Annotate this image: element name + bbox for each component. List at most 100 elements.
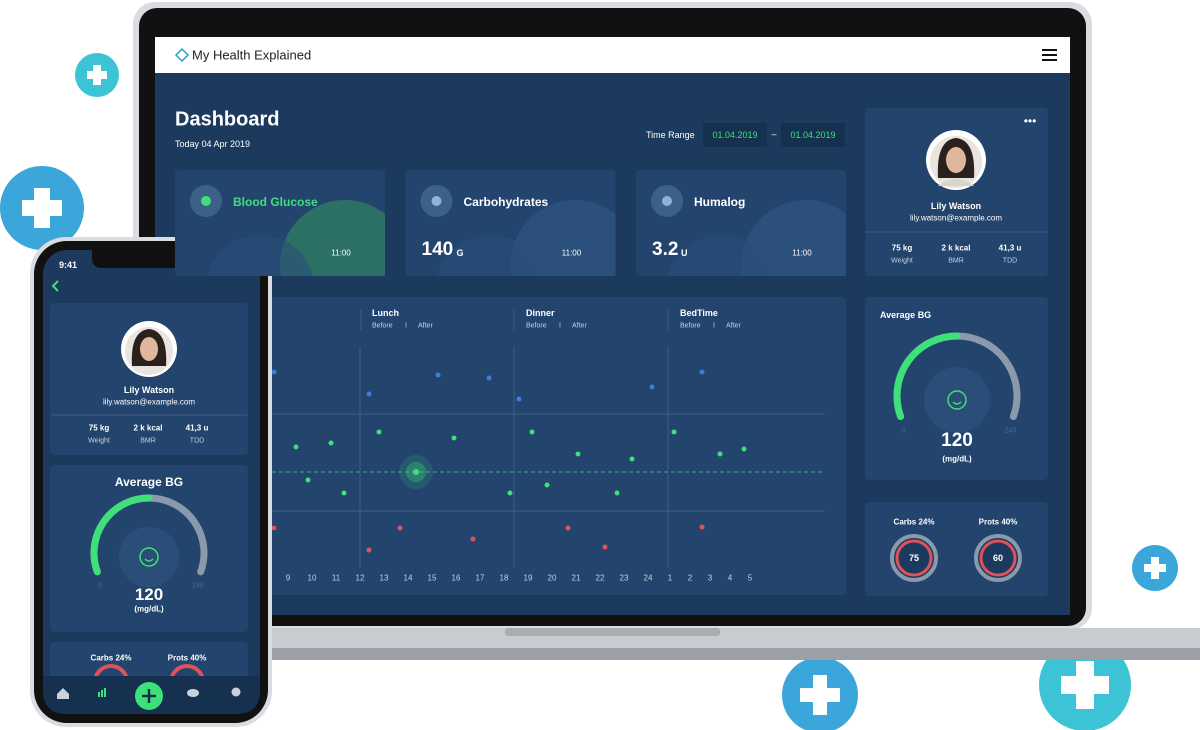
macro-label: Prots 40%	[978, 517, 1018, 527]
x-tick-label: 20	[547, 573, 557, 583]
separator: –	[771, 129, 777, 139]
section-name: Dinner	[526, 308, 555, 318]
section-before: Before	[680, 322, 701, 330]
smiley-mouth	[144, 558, 154, 562]
stat-label: Weight	[88, 437, 110, 445]
card-decor	[667, 235, 775, 276]
date-from: 01.04.2019	[712, 130, 758, 140]
stat-value: 2 k kcal	[941, 243, 971, 253]
section-divider: I	[713, 322, 715, 330]
gauge-value	[893, 332, 961, 421]
gauge-value	[90, 494, 153, 576]
x-tick-label: 14	[403, 573, 413, 583]
menu-dots[interactable]: •••	[1023, 114, 1037, 128]
smiley	[139, 547, 159, 567]
gauge-inner	[118, 526, 180, 588]
macro-label: Carbs 24%	[893, 517, 935, 527]
date-field[interactable]	[781, 123, 845, 147]
macro-label: Prots 40%	[167, 653, 207, 663]
x-tick-label: 24	[643, 573, 653, 583]
x-tick-label: 12	[355, 573, 365, 583]
status-time: 9:41	[58, 260, 78, 270]
card-time: 11:00	[792, 248, 812, 258]
card-title: Humalog	[694, 195, 746, 209]
card-decor	[206, 235, 314, 276]
smiley-mouth	[952, 401, 962, 405]
stat-value: 75 kg	[88, 423, 110, 433]
section-before: Before	[526, 322, 547, 330]
card-decor	[280, 200, 385, 276]
card-title: Blood Glucose	[233, 195, 318, 209]
stat-label: TDD	[1002, 257, 1018, 265]
section-divider: I	[559, 322, 561, 330]
email: lily.watson@example.com	[909, 213, 1003, 223]
macro-label: Carbs 24%	[90, 653, 132, 663]
brand: My Health Explained	[192, 47, 312, 63]
section-after: After	[418, 322, 433, 330]
x-tick-label: 9	[285, 573, 291, 583]
date-to: 01.04.2019	[790, 130, 836, 140]
gauge-unit: (mg/dL)	[134, 604, 164, 614]
x-tick-label: 18	[499, 573, 509, 583]
x-tick-label: 22	[595, 573, 605, 583]
date: Today 04 Apr 2019	[175, 139, 251, 149]
gauge-value-label: 120	[941, 430, 973, 451]
x-tick-label: 2	[687, 573, 693, 583]
stat-label: BMR	[140, 437, 156, 445]
section-name: BedTime	[680, 308, 718, 318]
stat-label: Weight	[891, 257, 913, 265]
gauge-value-label: 120	[134, 585, 164, 604]
stat-value: 41,3 u	[998, 243, 1022, 253]
section-after: After	[572, 322, 587, 330]
x-tick-label: 16	[451, 573, 461, 583]
x-tick-label: 23	[619, 573, 629, 583]
card-time: 11:00	[561, 248, 582, 258]
stat-value: 41,3 u	[185, 423, 209, 433]
x-tick-label: 5	[747, 573, 753, 583]
card-time: 11:00	[331, 248, 351, 258]
macro-ring	[895, 539, 933, 577]
name: Lily Watson	[930, 201, 982, 211]
smiley	[947, 390, 967, 410]
macro-value: 60	[992, 553, 1004, 563]
date-field[interactable]	[703, 123, 767, 147]
section-after: After	[726, 322, 741, 330]
card-icon-dot	[201, 196, 211, 206]
gauge-max: 240	[1004, 427, 1017, 435]
card-icon-dot	[662, 196, 672, 206]
card-decor	[437, 235, 544, 276]
section-name: Lunch	[372, 308, 399, 318]
stat-value: 2 k kcal	[133, 423, 163, 433]
x-tick-label: 15	[427, 573, 437, 583]
name: Lily Watson	[123, 385, 175, 395]
card-decor	[741, 200, 846, 276]
email: lily.watson@example.com	[102, 397, 196, 407]
stat-value: 75 kg	[891, 243, 913, 253]
gauge-min: 0	[98, 582, 103, 590]
card-icon-dot	[431, 196, 442, 206]
x-tick-label: 1	[667, 573, 673, 583]
card-value: 140	[421, 239, 454, 260]
section-before: Before	[372, 322, 393, 330]
x-tick-label: 3	[707, 573, 713, 583]
card-decor	[510, 200, 616, 276]
time-range-label: Time Range	[646, 130, 695, 140]
gauge-max: 240	[191, 582, 204, 590]
gauge-min: 0	[901, 427, 906, 435]
title: Dashboard	[175, 108, 280, 131]
card-unit: U	[681, 248, 688, 258]
macro-value: 75	[908, 553, 920, 563]
card-value: 3.2	[652, 239, 679, 260]
card-title: Carbohydrates	[463, 195, 549, 209]
card-unit: G	[456, 248, 464, 258]
x-tick-label: 11	[331, 573, 341, 583]
stat-label: BMR	[948, 257, 964, 265]
macro-ring	[979, 539, 1017, 577]
section-divider: I	[405, 322, 407, 330]
